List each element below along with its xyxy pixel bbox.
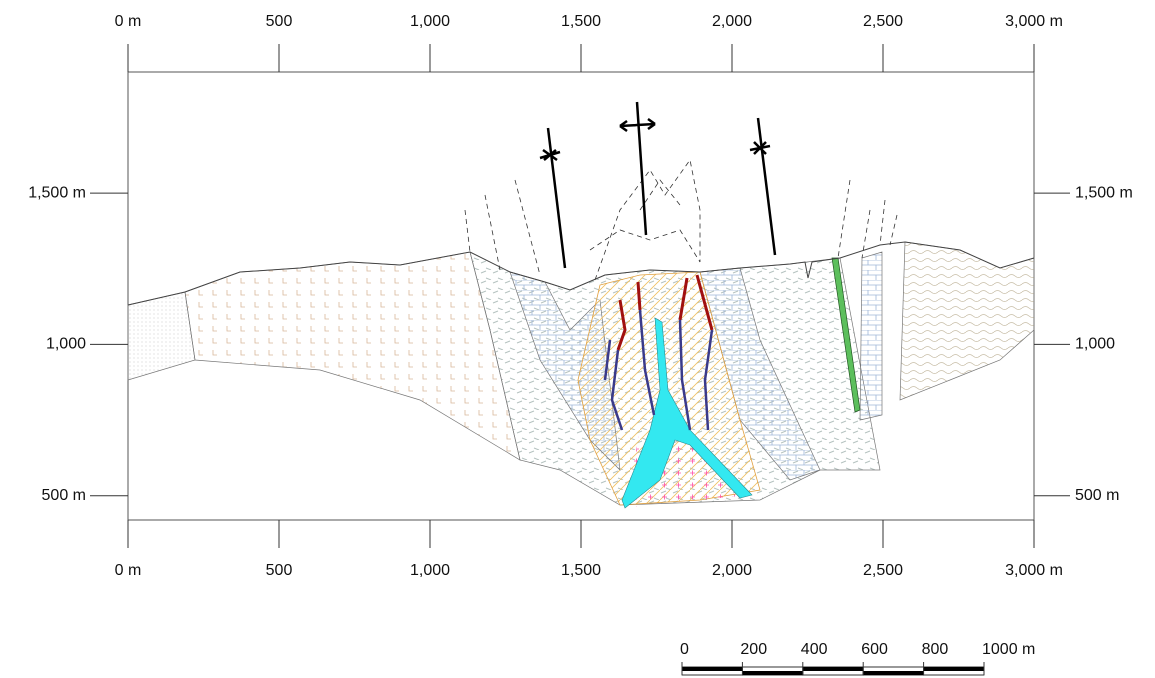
x-tick-label-bottom: 2,500 bbox=[863, 562, 903, 579]
x-tick-label-bottom: 1,000 bbox=[410, 562, 450, 579]
y-tick-label-right: 500 m bbox=[1075, 487, 1119, 504]
y-tick-label-right: 1,000 bbox=[1075, 336, 1115, 353]
x-tick-label-top: 500 bbox=[266, 13, 293, 30]
x-tick-label-bottom: 3,000 m bbox=[1005, 562, 1063, 579]
x-tick-label-bottom: 0 m bbox=[115, 562, 142, 579]
scale-label: 0 bbox=[680, 641, 689, 658]
scale-label: 800 bbox=[922, 641, 949, 658]
scale-label: 200 bbox=[740, 641, 767, 658]
scale-segment bbox=[682, 667, 743, 671]
x-tick-label-bottom: 1,500 bbox=[561, 562, 601, 579]
scale-label: 400 bbox=[801, 641, 828, 658]
y-tick-label-left: 500 m bbox=[42, 487, 86, 504]
scale-label: 600 bbox=[861, 641, 888, 658]
scale-segment bbox=[863, 671, 924, 675]
x-tick-label-top: 2,500 bbox=[863, 13, 903, 30]
scale-segment bbox=[923, 667, 984, 671]
geology bbox=[127, 101, 1035, 509]
x-tick-label-bottom: 500 bbox=[266, 562, 293, 579]
scale-bar: 0 200 400 600 800 1000 m bbox=[680, 641, 1035, 676]
x-tick-label-top: 1,000 bbox=[410, 13, 450, 30]
scale-segment bbox=[802, 667, 864, 671]
y-tick-label-left: 1,500 m bbox=[28, 184, 86, 201]
y-tick-label-right: 1,500 m bbox=[1075, 184, 1133, 201]
x-tick-label-top: 1,500 bbox=[561, 13, 601, 30]
x-tick-label-top: 3,000 m bbox=[1005, 13, 1063, 30]
scale-label: 1000 m bbox=[982, 641, 1035, 658]
scale-segment bbox=[742, 671, 803, 675]
x-tick-label-bottom: 2,000 bbox=[712, 562, 752, 579]
y-tick-label-left: 1,000 bbox=[46, 336, 86, 353]
x-tick-label-top: 0 m bbox=[115, 13, 142, 30]
x-tick-label-top: 2,000 bbox=[712, 13, 752, 30]
